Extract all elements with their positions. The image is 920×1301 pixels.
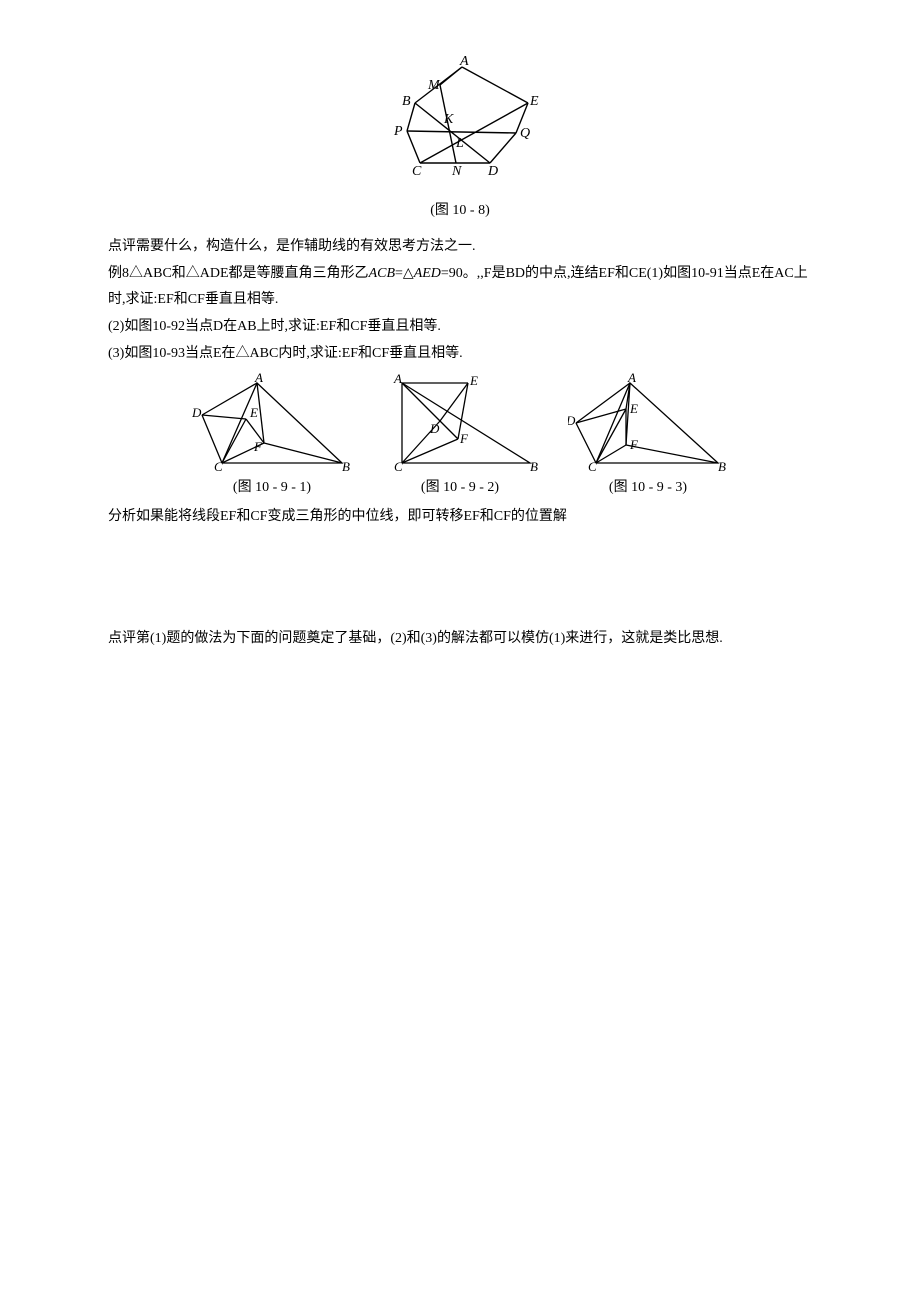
f2-label-E: E — [469, 373, 478, 388]
p2-ital2: AED — [414, 266, 441, 281]
f1-label-D: D — [192, 405, 202, 420]
p2-pre: 例8△ABC和△ADE都是等腰直角三角形乙 — [108, 266, 369, 281]
label-B: B — [402, 94, 411, 109]
figure-10-9-3: A B C D E F (图 10 - 9 - 3) — [568, 373, 728, 502]
paragraph-comment-1: 点评需要什么，构造什么，是作辅助线的有效思考方法之一. — [108, 234, 812, 261]
figure-10-9-2-caption: (图 10 - 9 - 2) — [380, 475, 540, 502]
label-Q: Q — [520, 126, 530, 141]
figure-10-8-caption: (图 10 - 8) — [108, 198, 812, 225]
label-N: N — [451, 164, 462, 179]
f1-label-C: C — [214, 459, 223, 473]
figure-10-9-1-svg: A B C D E F — [192, 373, 352, 473]
label-P: P — [393, 124, 403, 139]
figure-10-9-2: A B C D E F (图 10 - 9 - 2) — [380, 373, 540, 502]
f3-label-E: E — [629, 401, 638, 416]
f3-label-F: F — [629, 437, 639, 452]
f1-label-F: F — [253, 439, 263, 454]
paragraph-comment-2: 点评第(1)题的做法为下面的问题奠定了基础，(2)和(3)的解法都可以模仿(1)… — [108, 626, 812, 653]
f3-label-B: B — [718, 459, 726, 473]
f2-label-D: D — [429, 421, 440, 436]
label-A: A — [459, 55, 469, 69]
label-M: M — [427, 78, 441, 93]
paragraph-part-2: (2)如图10-92当点D在AB上时,求证:EF和CF垂直且相等. — [108, 314, 812, 341]
label-L: L — [455, 136, 464, 151]
p2-ital1: ACB — [369, 266, 395, 281]
figure-10-9-1: A B C D E F (图 10 - 9 - 1) — [192, 373, 352, 502]
f1-label-E: E — [249, 405, 258, 420]
label-D: D — [487, 164, 498, 179]
p2-eq: =△ — [395, 266, 414, 281]
figure-10-9-3-svg: A B C D E F — [568, 373, 728, 473]
figure-10-9-3-caption: (图 10 - 9 - 3) — [568, 475, 728, 502]
f1-label-B: B — [342, 459, 350, 473]
label-E: E — [529, 94, 539, 109]
f3-label-D: D — [568, 413, 576, 428]
f2-label-C: C — [394, 459, 403, 473]
paragraph-part-3: (3)如图10-93当点E在△ABC内时,求证:EF和CF垂直且相等. — [108, 341, 812, 368]
figure-10-9-2-svg: A B C D E F — [380, 373, 540, 473]
figure-10-8-svg: A M B P C N D Q E K L — [370, 55, 550, 185]
f2-label-F: F — [459, 431, 469, 446]
figure-10-9-1-caption: (图 10 - 9 - 1) — [192, 475, 352, 502]
figure-10-8: A M B P C N D Q E K L (图 10 - 8) — [108, 55, 812, 224]
label-K: K — [443, 112, 454, 127]
f2-label-A: A — [393, 373, 402, 386]
f2-label-B: B — [530, 459, 538, 473]
paragraph-analysis: 分析如果能将线段EF和CF变成三角形的中位线，即可转移EF和CF的位置解 — [108, 504, 812, 531]
label-C: C — [412, 164, 422, 179]
f3-label-A: A — [627, 373, 636, 385]
f1-label-A: A — [254, 373, 263, 385]
vertical-gap — [108, 530, 812, 626]
f3-label-C: C — [588, 459, 597, 473]
figure-row-10-9: A B C D E F (图 10 - 9 - 1) — [108, 373, 812, 502]
paragraph-example-8: 例8△ABC和△ADE都是等腰直角三角形乙ACB=△AED=90。,,F是BD的… — [108, 261, 812, 314]
document-content: A M B P C N D Q E K L (图 10 - 8) 点评需要什么，… — [0, 0, 920, 673]
